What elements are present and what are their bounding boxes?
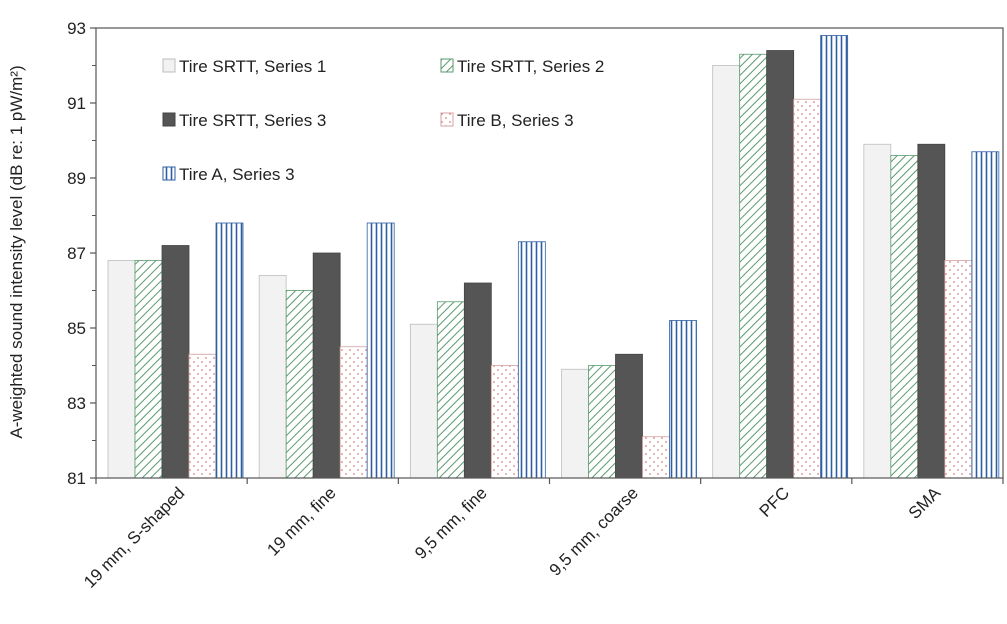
- y-tick-label: 85: [67, 319, 86, 338]
- legend-label: Tire SRTT, Series 2: [457, 57, 604, 76]
- legend-swatch: [440, 112, 454, 127]
- bar-5-1: [215, 222, 244, 479]
- bar-3-4: [615, 353, 643, 479]
- y-tick-label: 91: [67, 94, 86, 113]
- bar-2-6: [890, 155, 919, 479]
- bar-5-2: [366, 222, 395, 479]
- bar-4-4: [642, 436, 670, 479]
- y-tick-label: 89: [67, 169, 86, 188]
- bar-4-1: [188, 353, 217, 479]
- bar-2-3: [436, 301, 465, 479]
- bars-group: [107, 35, 1000, 479]
- bar-3-1: [161, 245, 190, 479]
- bar-4-5: [793, 98, 822, 479]
- legend-swatch: [162, 166, 176, 181]
- y-tick-label: 83: [67, 394, 86, 413]
- bar-5-5: [820, 35, 849, 479]
- x-category-label: 9,5 mm, coarse: [546, 483, 642, 579]
- bar-1-3: [409, 323, 438, 479]
- x-category-label: SMA: [905, 483, 945, 523]
- x-category-label: PFC: [756, 483, 793, 520]
- legend-swatch: [162, 58, 176, 73]
- bar-5-4: [669, 320, 697, 479]
- legend-swatch: [440, 58, 454, 73]
- y-tick-label: 93: [67, 19, 86, 38]
- bar-1-2: [258, 275, 287, 479]
- y-tick-label: 81: [67, 469, 86, 488]
- legend-label: Tire A, Series 3: [179, 165, 295, 184]
- bar-3-6: [917, 143, 946, 479]
- bar-3-5: [766, 50, 795, 479]
- legend-label: Tire B, Series 3: [457, 111, 574, 130]
- legend-label: Tire SRTT, Series 3: [179, 111, 326, 130]
- y-tick-label: 87: [67, 244, 86, 263]
- y-axis-title: A-weighted sound intensity level (dB re:…: [7, 65, 26, 438]
- bar-3-3: [463, 282, 492, 479]
- x-category-label: 9,5 mm, fine: [411, 483, 491, 563]
- bar-5-3: [517, 241, 546, 479]
- legend: Tire SRTT, Series 1 Tire SRTT, Series 2 Ti…: [162, 57, 604, 184]
- bar-4-3: [490, 365, 519, 479]
- bar-2-5: [739, 53, 768, 479]
- bar-1-4: [561, 368, 589, 479]
- legend-swatch: [162, 112, 176, 127]
- legend-label: Tire SRTT, Series 1: [179, 57, 326, 76]
- bar-3-2: [312, 252, 341, 479]
- x-category-label: 19 mm, S-shaped: [80, 483, 188, 591]
- bar-1-5: [712, 65, 741, 479]
- bar-1-6: [863, 143, 892, 479]
- bar-2-1: [134, 260, 163, 479]
- bar-4-2: [339, 346, 368, 479]
- bar-4-6: [944, 260, 973, 479]
- bar-2-4: [588, 365, 616, 479]
- x-category-label: 19 mm, fine: [263, 483, 339, 559]
- bar-1-1: [107, 260, 136, 479]
- bar-5-6: [971, 151, 1000, 479]
- bar-2-2: [285, 290, 314, 479]
